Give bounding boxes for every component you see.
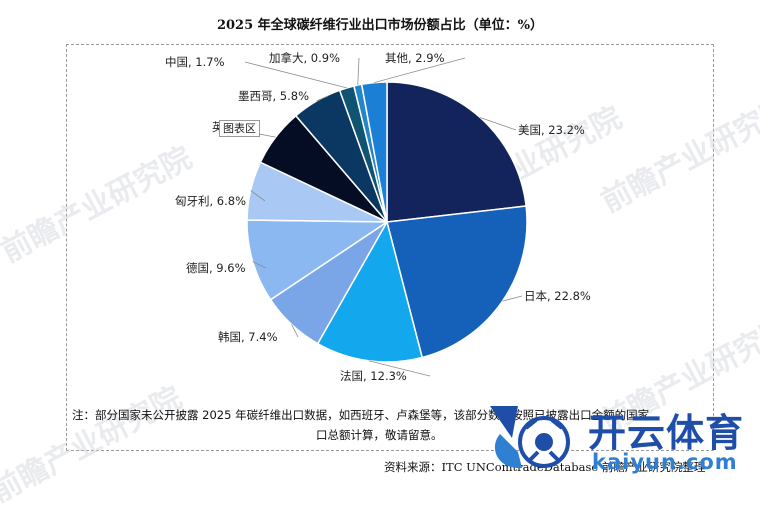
leader-line-1 xyxy=(480,117,517,131)
pie-slice-2 xyxy=(386,205,528,359)
chart-area-tooltip: 图表区 xyxy=(219,120,260,137)
leader-line-9 xyxy=(244,61,347,89)
leader-line-5 xyxy=(252,261,267,269)
brand-watermark: 开云体育 kaiyun.com xyxy=(478,398,760,488)
slice-label-5: 德国, 9.6% xyxy=(186,261,246,275)
brand-logo-icon xyxy=(490,406,570,469)
slice-label-10: 加拿大, 0.9% xyxy=(269,51,340,65)
chart-area xyxy=(66,44,714,451)
leader-line-6 xyxy=(250,190,266,202)
leader-line-4 xyxy=(291,324,299,338)
slice-label-11: 其他, 2.9% xyxy=(385,51,445,65)
slice-label-6: 匈牙利, 6.8% xyxy=(175,194,246,208)
leader-line-10 xyxy=(357,57,360,86)
footnote-line-2: 口总额计算，敬请留意。 xyxy=(316,428,443,442)
leader-line-3 xyxy=(368,360,431,377)
chart-title: 2025 年全球碳纤维行业出口市场份额占比（单位：%） xyxy=(216,18,544,33)
pie-slice-11 xyxy=(360,81,388,223)
brand-url: kaiyun.com xyxy=(592,450,738,474)
pie-slice-3 xyxy=(316,220,424,363)
leader-line-2 xyxy=(502,295,523,302)
slice-label-8: 墨西哥, 5.8% xyxy=(238,89,309,103)
slice-label-2: 日本, 22.8% xyxy=(524,289,591,303)
pie-chart: 美国, 23.2% 日本, 22.8% 法国, 12.3% 韩国, 7.4% 德国, 9… xyxy=(165,51,591,383)
slice-label-3: 法国, 12.3% xyxy=(340,369,407,383)
brand-name: 开云体育 xyxy=(588,411,745,455)
slice-label-1: 美国, 23.2% xyxy=(518,123,585,137)
pie-slice-1 xyxy=(386,81,527,223)
leader-line-11 xyxy=(374,57,466,83)
slice-label-9: 中国, 1.7% xyxy=(165,55,225,69)
leader-line-8 xyxy=(316,95,329,102)
slice-label-4: 韩国, 7.4% xyxy=(218,330,278,344)
